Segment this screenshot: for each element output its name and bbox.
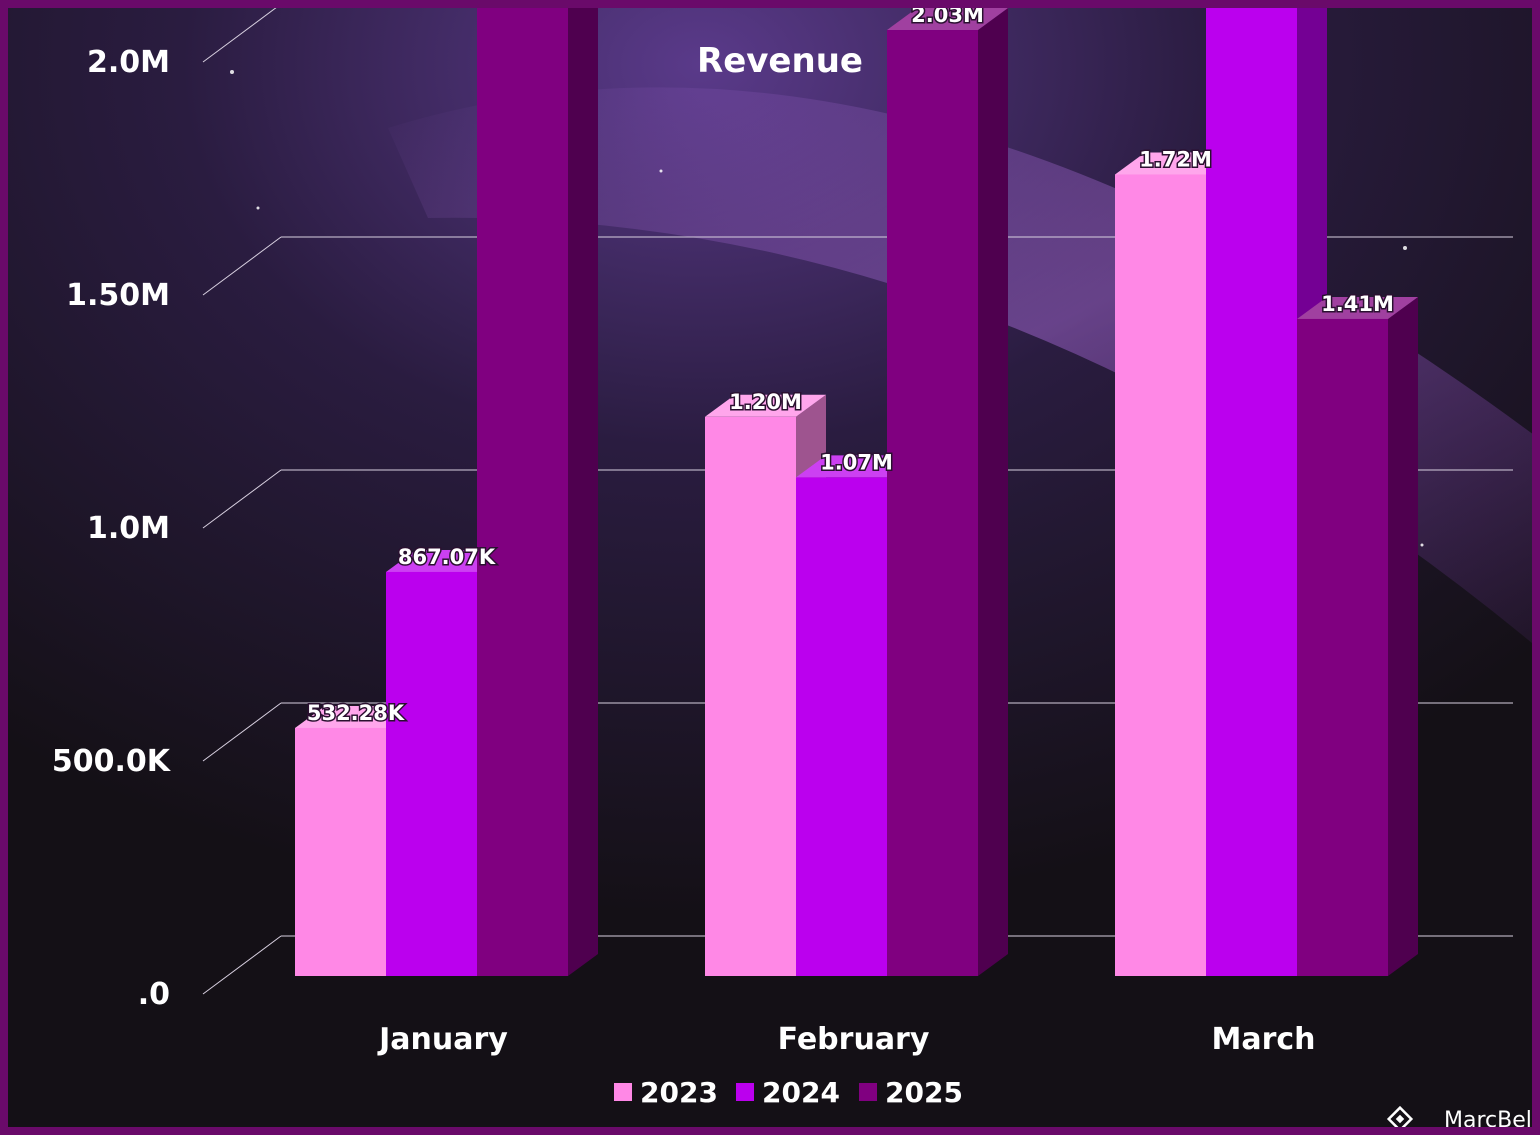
- bar-front: [295, 727, 386, 976]
- legend: 2023 2024 2025: [614, 1076, 963, 1109]
- data-label: 532.28K: [307, 701, 405, 725]
- data-label: 1.20M: [729, 390, 802, 414]
- data-labels: 532.28K867.07K2.37M1.20M1.07M2.03M1.72M3…: [305, 8, 1395, 726]
- bar-2025-february: [887, 8, 1008, 976]
- bar-top: [295, 705, 416, 728]
- star: [1403, 246, 1407, 250]
- x-axis: January February March: [377, 1022, 1315, 1057]
- star: [256, 206, 260, 210]
- bar-front: [705, 416, 796, 976]
- x-tick-label: January: [377, 1022, 508, 1057]
- bar-top: [705, 394, 826, 417]
- bar-top: [1115, 152, 1236, 175]
- legend-label: 2023: [640, 1076, 718, 1109]
- bar-side: [1388, 296, 1418, 976]
- bar-front: [386, 571, 477, 976]
- gridline-diagonal: [202, 469, 282, 529]
- bar-top: [796, 455, 917, 478]
- y-tick-label: .0: [138, 977, 170, 1012]
- x-tick-label: February: [778, 1022, 930, 1057]
- bar-side: [568, 8, 598, 976]
- bar-top: [1297, 296, 1418, 319]
- gridline-diagonal: [202, 8, 277, 63]
- y-tick-label: 1.0M: [87, 511, 170, 546]
- gridline-diagonal: [202, 702, 282, 762]
- gridline-diagonal: [202, 236, 282, 296]
- bar-front: [796, 477, 887, 976]
- y-tick-label: 2.0M: [87, 45, 170, 80]
- bar-front: [1206, 8, 1297, 977]
- legend-item-2024[interactable]: 2024: [736, 1076, 840, 1109]
- x-tick-label: March: [1211, 1022, 1315, 1057]
- data-label: 1.41M: [1321, 292, 1394, 316]
- bar-side: [978, 8, 1008, 976]
- star: [659, 169, 663, 173]
- gridline-diagonal: [202, 935, 282, 995]
- bar-2025-march: [1297, 296, 1418, 976]
- legend-swatch: [614, 1083, 632, 1101]
- bar-front: [477, 8, 568, 977]
- chart-title: Revenue: [697, 41, 863, 81]
- y-tick-label: 1.50M: [66, 278, 170, 313]
- bar-2025-january: [477, 8, 598, 977]
- legend-label: 2025: [885, 1076, 963, 1109]
- star: [230, 70, 234, 74]
- data-label: 1.72M: [1139, 147, 1212, 171]
- star: [1420, 543, 1424, 547]
- y-tick-label: 500.0K: [52, 744, 172, 779]
- bar-top: [386, 549, 507, 572]
- legend-item-2023[interactable]: 2023: [614, 1076, 718, 1109]
- legend-swatch: [736, 1083, 754, 1101]
- legend-swatch: [859, 1083, 877, 1101]
- bar-front: [1115, 174, 1206, 977]
- bars: [295, 8, 1418, 977]
- nebula-band: [388, 87, 1532, 644]
- watermark-text: MarcBell: [1444, 1108, 1538, 1133]
- data-label: 2.03M: [911, 8, 984, 27]
- legend-item-2025[interactable]: 2025: [859, 1076, 963, 1109]
- data-label: 867.07K: [398, 545, 496, 569]
- bar-front: [1297, 318, 1388, 976]
- bar-front: [887, 30, 978, 976]
- legend-label: 2024: [762, 1076, 840, 1109]
- bar-top: [887, 8, 1008, 31]
- data-label: 1.07M: [820, 450, 893, 474]
